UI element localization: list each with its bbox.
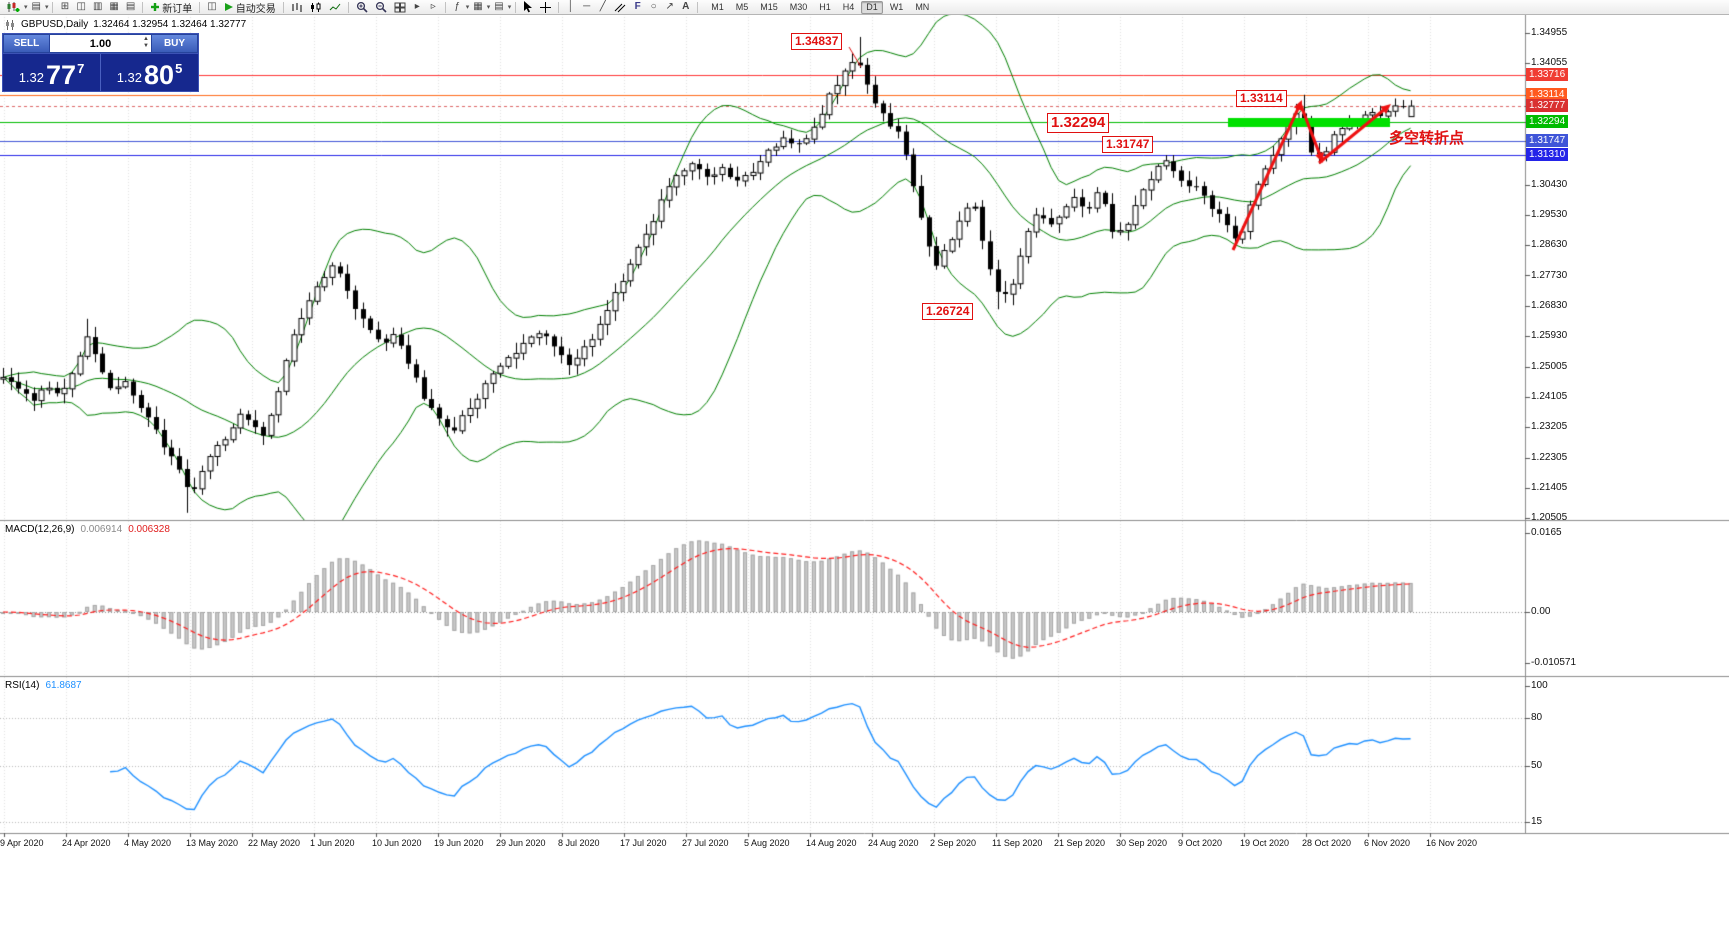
toolbar-separator (515, 1, 517, 13)
templates-dropdown-icon[interactable]: ▾ (507, 4, 512, 11)
one-click-trading-panel: SELL 1.00 ▲ ▼ BUY 1.32 77 7 1.32 80 5 (2, 33, 199, 92)
periods-dropdown-icon[interactable]: ▾ (486, 4, 491, 11)
toolbar-separator (347, 1, 349, 13)
top-toolbar: ▾ ▤ ▾ ⊞ ◫ ▥ ▦ ▤ 新订单 ◫ 自动交易 ▸ ▹ ƒ ▾ ▦ ▾ ▤… (0, 0, 1729, 15)
volume-down-icon[interactable]: ▼ (143, 43, 149, 49)
horizontal-line-icon[interactable]: ─ (583, 1, 591, 12)
buy-price-pipette: 5 (175, 61, 183, 76)
cursor-icon[interactable] (520, 1, 536, 14)
timeframe-button-d1[interactable]: D1 (861, 0, 883, 14)
rsi-value: 61.8687 (45, 680, 82, 691)
fibonacci-icon[interactable]: F (634, 1, 641, 12)
buy-price-display[interactable]: 1.32 80 5 (101, 54, 198, 91)
chart-shift-icon[interactable]: ▹ (430, 1, 436, 12)
zoom-out-icon[interactable] (372, 1, 390, 14)
market-watch-icon[interactable]: ⊞ (60, 1, 70, 12)
timeframe-button-m5[interactable]: M5 (735, 2, 749, 12)
crosshair-icon[interactable] (537, 1, 554, 14)
buy-button[interactable]: BUY (151, 34, 198, 53)
templates-icon[interactable]: ▤ (494, 1, 504, 12)
autotrading-button[interactable]: 自动交易 (221, 1, 279, 15)
indicators-icon[interactable]: ƒ (454, 1, 461, 12)
terminal-icon[interactable]: ▦ (109, 1, 119, 12)
timeframe-button-m30[interactable]: M30 (789, 2, 808, 12)
arrows-tool-icon[interactable]: ↗ (665, 1, 674, 12)
auto-scroll-icon[interactable]: ▸ (414, 1, 420, 12)
macd-readout: MACD(12,26,9) 0.006914 0.006328 (5, 524, 170, 535)
profiles-dropdown-icon[interactable]: ▾ (44, 4, 49, 11)
chart-line-icon[interactable] (326, 1, 344, 14)
vertical-line-icon[interactable]: │ (567, 1, 574, 12)
new-order-label: 新订单 (162, 3, 193, 15)
profiles-icon[interactable]: ▤ (31, 1, 41, 12)
toolbar-separator (697, 1, 699, 13)
toolbar-separator (558, 1, 560, 13)
timeframe-button-m15[interactable]: M15 (760, 2, 778, 12)
new-order-button[interactable]: 新订单 (147, 1, 195, 15)
buy-button-label: BUY (163, 38, 186, 49)
sell-price-pipette: 7 (77, 61, 85, 76)
timeframe-button-w1[interactable]: W1 (889, 2, 904, 12)
macd-signal-value: 0.006328 (128, 524, 170, 535)
new-chart-dropdown-icon[interactable]: ▾ (24, 4, 28, 11)
toolbar-separator (52, 1, 54, 13)
text-tool-icon[interactable]: A (682, 1, 690, 12)
metaeditor-icon[interactable]: ◫ (207, 1, 217, 12)
chart-bars-icon[interactable] (288, 1, 306, 14)
chart-ohlc-values: 1.32464 1.32954 1.32464 1.32777 (93, 19, 247, 30)
channel-icon[interactable] (611, 1, 629, 14)
data-window-icon[interactable]: ◫ (76, 1, 86, 12)
volume-spinner[interactable]: ▲ ▼ (143, 36, 149, 50)
tile-windows-icon[interactable] (391, 1, 409, 14)
buy-price-main: 80 (144, 60, 175, 90)
periods-icon[interactable]: ▦ (473, 1, 483, 12)
chart-icon (6, 19, 14, 30)
timeframe-button-h1[interactable]: H1 (819, 2, 831, 12)
new-chart-icon[interactable] (3, 1, 23, 14)
autotrading-play-icon (224, 3, 233, 11)
shapes-icon[interactable]: ○ (650, 1, 657, 12)
chart-title: GBPUSD,Daily 1.32464 1.32954 1.32464 1.3… (5, 19, 246, 30)
toolbar-separator (142, 1, 144, 13)
timeframe-toolbar: M1 M5 M15 M30 H1 H4 D1 W1 MN (706, 0, 934, 14)
rsi-name: RSI(14) (5, 680, 40, 691)
volume-up-icon[interactable]: ▲ (143, 36, 149, 42)
buy-price-prefix: 1.32 (116, 70, 143, 85)
sell-button-label: SELL (13, 38, 40, 49)
timeframe-button-h4[interactable]: H4 (842, 2, 855, 12)
autotrading-label: 自动交易 (235, 3, 276, 15)
timeframe-button-mn[interactable]: MN (915, 2, 930, 12)
sell-price-display[interactable]: 1.32 77 7 (3, 54, 100, 91)
volume-value: 1.00 (89, 37, 112, 50)
sell-button[interactable]: SELL (3, 34, 50, 53)
indicators-dropdown-icon[interactable]: ▾ (465, 4, 470, 11)
sell-price-main: 77 (46, 60, 77, 90)
chart-symbol-period: GBPUSD,Daily (21, 19, 89, 30)
timeframe-button-m1[interactable]: M1 (711, 2, 724, 12)
new-order-plus-icon (151, 3, 160, 11)
toolbar-separator (199, 1, 201, 13)
toolbar-separator (444, 1, 446, 13)
chart-candles-icon[interactable] (307, 1, 325, 14)
navigator-icon[interactable]: ▥ (92, 1, 103, 12)
price-divider (100, 54, 101, 91)
volume-input[interactable]: 1.00 ▲ ▼ (50, 34, 151, 53)
rsi-readout: RSI(14) 61.8687 (5, 680, 82, 691)
macd-value: 0.006914 (80, 524, 123, 535)
toolbar-separator (282, 1, 284, 13)
strategy-tester-icon[interactable]: ▤ (125, 1, 136, 12)
zoom-in-icon[interactable] (353, 1, 371, 14)
trendline-icon[interactable]: ╱ (599, 1, 606, 12)
sell-price-prefix: 1.32 (18, 70, 45, 85)
macd-name: MACD(12,26,9) (5, 524, 75, 535)
